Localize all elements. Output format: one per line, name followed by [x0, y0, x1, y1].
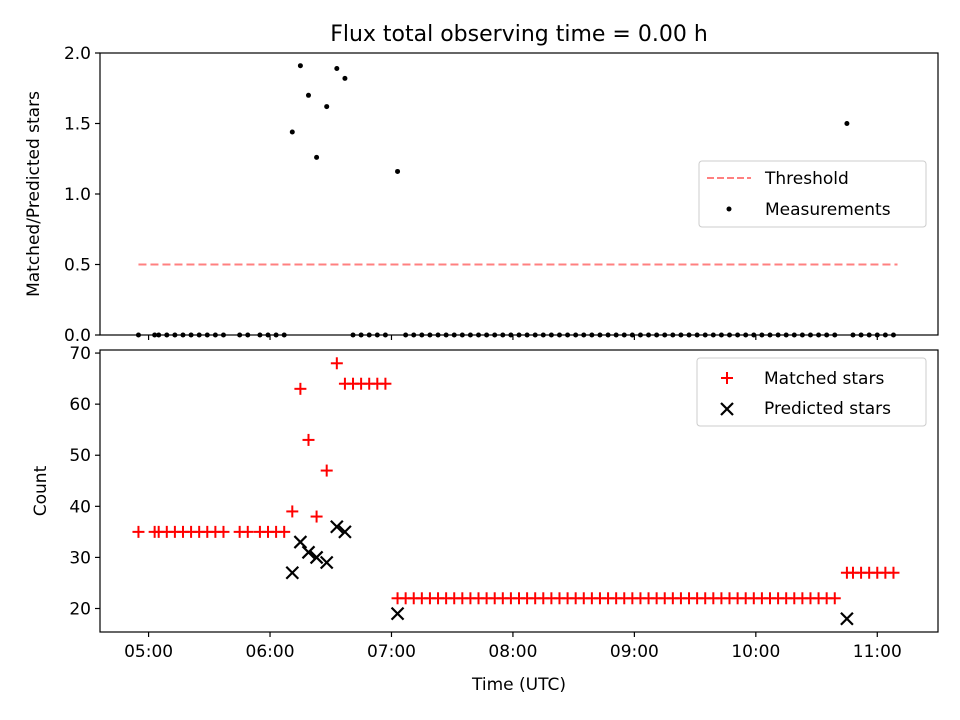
matched-star-point — [379, 377, 392, 390]
predicted-star-point — [338, 525, 352, 539]
bottom-ytick-label: 30 — [69, 548, 91, 568]
bottom-y-ticks: 20 30 40 50 60 70 — [69, 344, 100, 620]
matched-star-point — [278, 525, 291, 538]
top-y-ticks: 0.0 0.5 1.0 1.5 2.0 — [64, 44, 100, 346]
chart-title: Flux total observing time = 0.00 h — [330, 22, 708, 47]
top-ytick-label: 0.5 — [64, 256, 91, 276]
matched-star-point — [217, 525, 230, 538]
matched-star-point — [828, 592, 841, 605]
matched-star-point — [887, 566, 900, 579]
top-legend-frame — [698, 160, 927, 228]
predicted-star-point — [319, 555, 334, 570]
predicted-legend-swatch — [720, 402, 734, 416]
measurement-point — [844, 121, 850, 126]
bottom-axes-frame — [99, 349, 939, 633]
top-ytick-label: 0.0 — [64, 326, 91, 346]
top-ytick-label: 2.0 — [64, 44, 91, 64]
predicted-star-point — [309, 550, 324, 565]
matched-star-point — [310, 510, 323, 523]
top-x-ticks — [147, 335, 878, 340]
bottom-legend: Matched stars Predicted stars — [696, 357, 927, 427]
measurement-point — [324, 104, 330, 110]
matched-star-point — [132, 525, 145, 538]
predicted-star-point — [293, 535, 308, 549]
predicted-legend-label: Predicted stars — [764, 399, 891, 419]
predicted-star-point — [390, 606, 405, 621]
threshold-legend-label: Threshold — [764, 169, 849, 189]
predicted-star-point — [330, 519, 344, 534]
top-y-axis-label: Matched/Predicted stars — [24, 91, 44, 297]
measurement-point — [395, 168, 401, 174]
top-ytick-label: 1.5 — [64, 115, 91, 135]
measurements-legend-label: Measurements — [765, 200, 891, 220]
bottom-x-ticks: 05:00 06:00 07:00 08:00 09:00 10:00 11:00 — [124, 632, 902, 662]
measurement-point — [334, 66, 340, 72]
bottom-ytick-label: 50 — [69, 446, 91, 466]
bottom-xtick-label: 10:00 — [731, 642, 780, 662]
matched-legend-swatch — [721, 372, 733, 384]
bottom-ytick-label: 40 — [69, 497, 91, 517]
matched-star-point — [294, 382, 307, 395]
bottom-xtick-label: 09:00 — [610, 642, 659, 662]
bottom-xtick-label: 08:00 — [488, 642, 537, 662]
matched-star-point — [241, 525, 254, 538]
predicted-star-point — [301, 545, 316, 560]
matched-star-point — [320, 464, 333, 477]
matched-star-point — [302, 433, 315, 446]
top-legend: Threshold Measurements — [698, 160, 927, 228]
bottom-ytick-label: 60 — [69, 395, 91, 415]
bottom-x-axis-label: Time (UTC) — [471, 675, 566, 695]
bottom-xtick-label: 11:00 — [853, 642, 902, 662]
top-panel: 0.00.51.01.52.0 Matched/Predicted stars … — [24, 44, 939, 346]
measurements-legend-swatch — [726, 206, 732, 212]
measurement-point — [289, 129, 295, 135]
bottom-ytick-label: 70 — [69, 344, 91, 364]
matched-star-point — [330, 357, 343, 370]
matched-star-point — [286, 505, 299, 518]
predicted-star-point — [285, 565, 300, 580]
bottom-legend-frame — [696, 357, 927, 427]
measurement-point — [314, 154, 320, 160]
bottom-plot-area — [132, 357, 900, 626]
measurement-point — [342, 75, 348, 81]
measurement-point — [305, 92, 311, 98]
bottom-xtick-label: 05:00 — [124, 642, 173, 662]
bottom-y-axis-label: Count — [31, 465, 51, 516]
predicted-star-point — [840, 611, 854, 626]
bottom-xtick-label: 06:00 — [246, 642, 295, 662]
top-ytick-label: 1.0 — [64, 185, 91, 205]
bottom-ytick-label: 20 — [69, 600, 91, 620]
matched-legend-label: Matched stars — [764, 369, 884, 389]
measurement-point — [297, 63, 303, 69]
bottom-panel: 20 30 40 50 60 70 05:00 06:00 07:00 08:00 09:00 10… — [31, 344, 939, 695]
bottom-xtick-label: 07:00 — [367, 642, 416, 662]
